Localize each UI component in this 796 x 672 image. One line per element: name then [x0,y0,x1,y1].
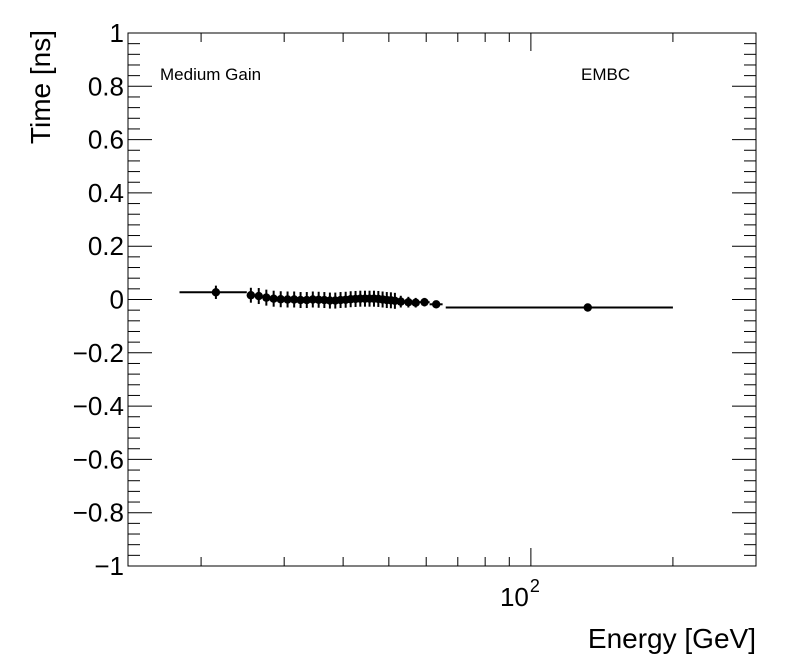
y-tick-label: −1 [94,551,124,581]
x-axis-title: Energy [GeV] [588,623,756,654]
data-series [179,285,673,312]
y-tick-label: 1 [110,18,124,48]
data-point [411,297,420,308]
data-point [445,303,673,312]
data-point [296,292,305,309]
y-tick-label: 0 [110,285,124,315]
data-point [404,296,413,308]
y-tick-label: −0.4 [73,391,124,421]
x-tick-label: 10 2 [500,576,540,612]
data-marker [302,295,311,305]
y-tick-label: −0.6 [73,444,124,474]
data-marker [262,293,271,302]
data-marker [211,288,221,297]
y-tick-label: 0.6 [88,125,124,155]
data-point [396,295,405,308]
y-tick-label: −0.2 [73,338,124,368]
data-point [179,285,247,299]
plot-frame [127,32,757,567]
y-tick-label: 0.2 [88,231,124,261]
data-point [429,300,443,309]
x-tick-label-base: 10 [500,582,529,612]
data-marker [420,297,429,307]
data-marker [432,300,441,309]
data-marker [246,291,256,300]
data-point [283,291,292,308]
data-point [246,287,256,303]
data-marker [283,295,292,304]
data-marker [269,294,278,303]
data-marker [404,297,413,307]
y-axis-title: Time [ns] [25,30,56,144]
tick-labels: 1 0.8 0.6 0.4 0.2 0 −0.2 −0.4 −0.6 −0.8 −1 10 2 [73,18,540,612]
data-point [269,290,278,307]
y-tick-label: 0.8 [88,71,124,101]
data-marker [411,298,420,307]
data-marker [276,295,285,304]
x-tick-label-exponent: 2 [530,576,540,596]
y-tick-label: −0.8 [73,498,124,528]
data-point [276,291,285,308]
annotation-medium-gain: Medium Gain [160,65,261,84]
annotation-embc: EMBC [581,65,630,84]
data-point [262,289,271,306]
data-marker [583,303,592,312]
data-marker [296,295,305,305]
data-marker [289,295,299,304]
data-point [419,297,430,307]
data-marker [254,291,263,301]
y-tick-label: 0.4 [88,178,124,208]
data-point [254,288,263,305]
data-point [289,291,299,308]
data-marker [396,297,405,306]
